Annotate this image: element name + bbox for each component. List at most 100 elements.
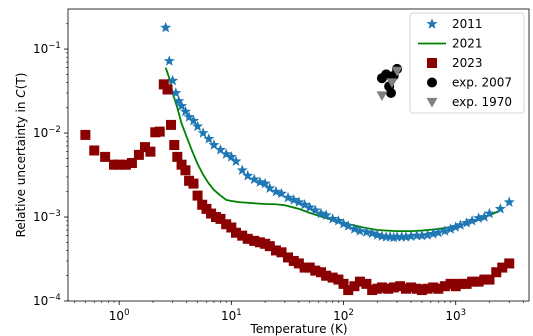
data-point bbox=[283, 252, 294, 263]
data-point bbox=[484, 274, 495, 285]
y-tick-label: 10−1 bbox=[33, 41, 61, 56]
data-point bbox=[254, 237, 265, 248]
y-axis-label-suffix: (T) bbox=[14, 73, 28, 90]
data-point bbox=[133, 149, 144, 160]
data-point bbox=[249, 235, 260, 246]
data-point bbox=[349, 281, 360, 292]
y-axis-label-prefix: Relative uncertainty in bbox=[14, 98, 28, 238]
data-point bbox=[270, 245, 281, 256]
data-point bbox=[226, 222, 237, 233]
data-point bbox=[221, 219, 232, 230]
data-point bbox=[332, 215, 344, 226]
legend-label: 2023 bbox=[452, 56, 483, 70]
data-point bbox=[163, 55, 175, 66]
data-point bbox=[100, 151, 111, 162]
data-point bbox=[320, 209, 332, 220]
data-point bbox=[338, 278, 349, 289]
data-point bbox=[467, 276, 478, 287]
data-point bbox=[120, 159, 131, 170]
y-tick-label: 10−3 bbox=[33, 209, 61, 224]
data-point bbox=[450, 221, 462, 232]
legend-label: 2011 bbox=[452, 17, 483, 31]
data-point bbox=[455, 278, 466, 289]
data-point bbox=[293, 258, 304, 269]
data-point bbox=[299, 198, 311, 210]
x-axis-label: Temperature (K) bbox=[249, 322, 347, 336]
data-point bbox=[208, 139, 220, 150]
data-point bbox=[145, 146, 156, 157]
data-point bbox=[89, 145, 100, 156]
data-point bbox=[230, 155, 242, 167]
data-point bbox=[388, 231, 400, 243]
data-point bbox=[366, 227, 378, 238]
data-point bbox=[391, 66, 403, 77]
data-point bbox=[293, 196, 305, 207]
x-tick-label: 103 bbox=[445, 308, 466, 323]
data-point bbox=[170, 87, 182, 98]
data-point bbox=[461, 278, 472, 289]
data-point bbox=[288, 194, 300, 205]
data-point bbox=[338, 218, 350, 229]
data-point bbox=[192, 190, 203, 201]
data-point bbox=[411, 283, 422, 294]
data-point bbox=[288, 255, 299, 266]
data-point bbox=[109, 159, 120, 170]
data-point bbox=[445, 278, 456, 289]
data-point bbox=[504, 258, 515, 269]
data-point bbox=[473, 276, 484, 287]
plot-frame bbox=[67, 8, 530, 302]
data-point bbox=[167, 74, 179, 86]
data-point bbox=[400, 283, 411, 294]
data-point bbox=[225, 151, 237, 162]
data-point bbox=[176, 100, 188, 111]
legend-marker bbox=[426, 18, 438, 29]
data-point bbox=[215, 213, 226, 224]
legend-marker bbox=[426, 97, 438, 108]
data-point bbox=[396, 231, 408, 242]
data-point bbox=[160, 21, 172, 33]
legend-marker bbox=[427, 58, 437, 68]
data-point bbox=[383, 283, 394, 294]
data-point bbox=[406, 282, 417, 293]
data-point bbox=[483, 207, 496, 219]
data-point bbox=[316, 267, 327, 278]
data-point bbox=[275, 187, 288, 199]
data-point bbox=[421, 229, 433, 240]
data-point bbox=[439, 281, 450, 292]
data-point bbox=[416, 229, 428, 241]
data-point bbox=[166, 119, 177, 130]
data-point bbox=[395, 281, 406, 292]
data-point bbox=[354, 225, 366, 236]
data-point bbox=[140, 142, 151, 153]
data-point bbox=[360, 226, 372, 237]
legend-box bbox=[409, 12, 525, 114]
y-tick-label: 10−4 bbox=[33, 293, 61, 308]
data-point bbox=[192, 120, 204, 132]
data-point bbox=[391, 231, 403, 242]
data-point bbox=[405, 230, 417, 241]
data-point bbox=[158, 79, 169, 90]
data-point bbox=[478, 211, 490, 222]
data-point bbox=[154, 126, 165, 137]
data-point bbox=[242, 169, 254, 181]
data-point bbox=[354, 276, 365, 287]
data-point bbox=[422, 283, 433, 294]
data-point bbox=[236, 164, 248, 175]
data-point bbox=[203, 133, 215, 144]
data-point bbox=[348, 223, 360, 234]
y-tick-label: 10−2 bbox=[33, 125, 61, 140]
data-point bbox=[342, 220, 354, 231]
data-point bbox=[187, 114, 200, 126]
legend: 2011 2021 2023 exp. 2007 exp. 1970 bbox=[409, 12, 525, 114]
data-point bbox=[315, 207, 327, 219]
data-point bbox=[179, 105, 191, 117]
data-point bbox=[343, 285, 354, 296]
data-point bbox=[220, 148, 232, 159]
data-point bbox=[126, 157, 137, 168]
data-point bbox=[80, 129, 91, 140]
data-point bbox=[304, 262, 315, 273]
data-point bbox=[173, 95, 185, 106]
x-tick-label: 101 bbox=[221, 308, 242, 323]
data-point bbox=[376, 91, 388, 101]
data-point bbox=[416, 285, 427, 296]
